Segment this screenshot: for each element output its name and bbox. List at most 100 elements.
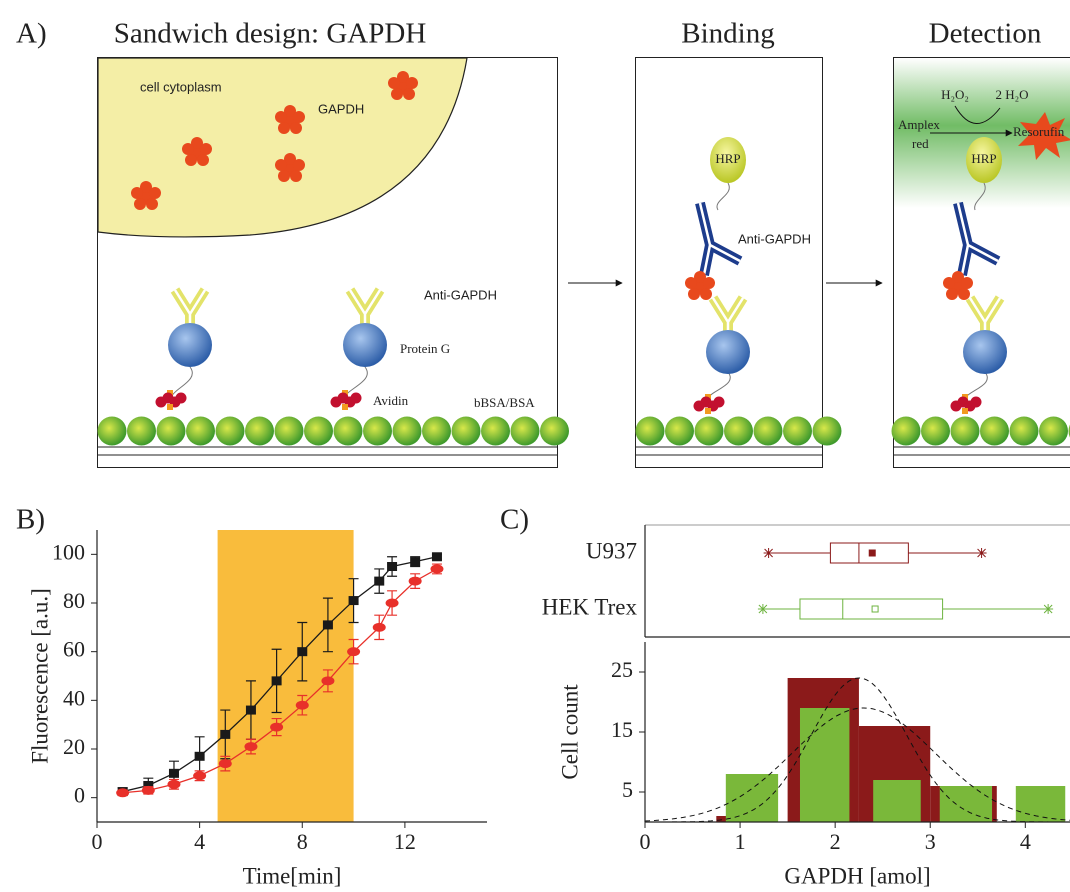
marker [193,771,206,780]
label: Amplex [898,117,940,132]
bead [813,417,842,446]
x-tick-label: 1 [735,829,746,854]
whisker-end [1043,604,1053,614]
y-tick-label: 15 [611,717,633,742]
y-tick-label: 80 [63,588,85,613]
frame [636,58,823,468]
whisker-end [764,548,774,558]
bead [783,417,812,446]
x-tick-label: 0 [640,829,651,854]
whisker-end [977,548,987,558]
step-title: Binding [681,18,774,50]
marker [272,676,282,685]
bar [873,780,921,822]
bar [726,774,778,822]
marker [373,623,386,632]
marker [220,730,230,739]
marker [409,577,422,586]
marker [169,769,179,778]
x-tick-label: 0 [92,829,103,854]
category-label: HEK Trex [542,594,638,619]
bead [98,417,127,446]
label: Protein G [400,341,450,356]
y-tick-label: 40 [63,685,85,710]
bead [157,417,186,446]
marker [374,577,384,586]
marker [167,780,180,789]
marker [410,557,420,566]
marker [296,701,309,710]
label: Anti-GAPDH [738,231,811,246]
bead [511,417,540,446]
step-title: Detection [929,18,1042,50]
marker [349,596,359,605]
bead [334,417,363,446]
bead [275,417,304,446]
panel-label: C) [500,504,529,536]
body: A) B) C) Sandwich design: GAPDH Binding … [0,0,1070,892]
x-tick-label: 12 [394,829,416,854]
bead [665,417,694,446]
category-label: U937 [586,538,637,563]
y-tick-label: 5 [622,777,633,802]
protein-g [343,323,387,367]
bead [452,417,481,446]
highlight-region [218,530,354,822]
bead [363,417,392,446]
marker [116,788,129,797]
bead [724,417,753,446]
panel-label: B) [16,504,45,536]
marker [386,599,399,608]
y-tick-label: 25 [611,657,633,682]
marker [195,752,205,761]
x-tick-label: 3 [925,829,936,854]
label: Resorufin [1013,124,1065,139]
bead [393,417,422,446]
marker [387,562,397,571]
protein-g [168,323,212,367]
protein-g [963,330,1007,374]
bar [1016,786,1065,822]
y-tick-label: 20 [63,734,85,759]
x-tick-label: 2 [830,829,841,854]
label: cell cytoplasm [140,79,222,94]
bead [186,417,215,446]
diagram-panel: cell cytoplasm GAPDH Anti-GAPDH Protein … [98,58,570,468]
label: HRP [715,151,740,166]
x-tick-label: 8 [297,829,308,854]
bead [127,417,156,446]
bead [695,417,724,446]
marker [347,647,360,656]
bead [304,417,333,446]
x-tick-label: 4 [1020,829,1031,854]
bead [636,417,665,446]
y-tick-label: 60 [63,637,85,662]
marker [246,706,256,715]
marker [297,647,307,656]
bead [754,417,783,446]
bead [422,417,451,446]
marker [321,676,334,685]
mean-marker [869,550,875,556]
bead [1010,417,1039,446]
bead [892,417,921,446]
marker [142,786,155,795]
y-tick-label: 0 [74,783,85,808]
marker [244,742,257,751]
protein-g [706,330,750,374]
label: bBSA/BSA [474,395,535,410]
label: GAPDH [318,101,364,116]
y-tick-label: 100 [52,539,85,564]
bar [940,786,992,822]
figure: A) B) C) Sandwich design: GAPDH Binding … [0,0,1070,892]
mean-marker [872,606,878,612]
bead [540,417,569,446]
bead [245,417,274,446]
box [800,599,943,619]
y-axis-title: Fluorescence [a.u.] [27,588,52,764]
bead [1039,417,1068,446]
diagram-panel: HRP Anti-GAPDH [636,58,842,468]
x-axis-title: GAPDH [amol] [784,863,930,888]
label: 2 H₂O [995,87,1028,102]
